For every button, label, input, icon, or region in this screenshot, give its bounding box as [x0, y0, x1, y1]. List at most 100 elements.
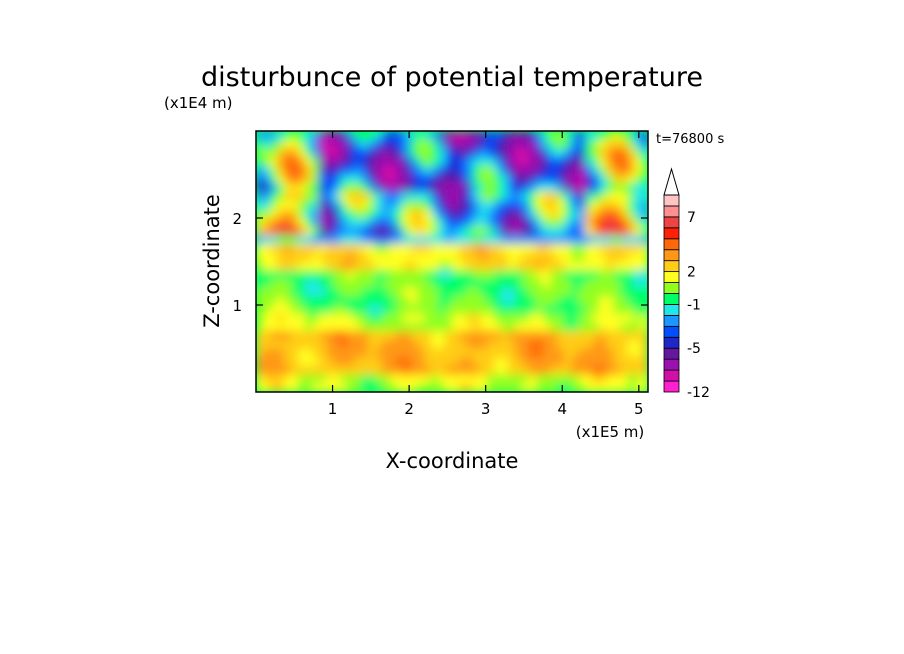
- field-cell: [354, 339, 362, 350]
- field-cell: [319, 331, 327, 341]
- field-cell: [354, 296, 362, 306]
- field-cell: [382, 157, 390, 167]
- field-cell: [410, 296, 418, 306]
- field-cell: [522, 209, 530, 219]
- field-cell: [403, 200, 411, 210]
- field-cell: [620, 209, 628, 219]
- field-cell: [620, 200, 628, 210]
- field-cell: [417, 183, 425, 193]
- field-cell: [466, 270, 474, 280]
- field-cell: [487, 218, 495, 228]
- field-cell: [263, 157, 271, 167]
- field-cell: [305, 365, 313, 376]
- field-cell: [354, 226, 362, 236]
- field-cell: [319, 148, 327, 158]
- field-cell: [550, 139, 558, 149]
- field-cell: [277, 339, 285, 350]
- field-cell: [508, 278, 516, 289]
- field-cell: [375, 139, 383, 149]
- field-cell: [431, 226, 439, 236]
- field-cell: [571, 191, 579, 202]
- field-cell: [347, 348, 355, 358]
- field-cell: [550, 148, 558, 158]
- field-cell: [529, 209, 537, 219]
- field-cell: [641, 313, 648, 323]
- field-cell: [256, 357, 264, 367]
- field-cell: [550, 235, 558, 245]
- field-cell: [557, 322, 565, 332]
- field-cell: [634, 296, 642, 306]
- field-cell: [403, 305, 411, 315]
- field-cell: [445, 131, 453, 141]
- field-cell: [298, 200, 306, 210]
- field-cell: [270, 244, 278, 254]
- field-cell: [620, 305, 628, 315]
- field-cell: [291, 305, 299, 315]
- field-cell: [529, 235, 537, 245]
- field-cell: [585, 200, 593, 210]
- field-cell: [298, 139, 306, 149]
- field-cell: [424, 165, 432, 176]
- field-cell: [557, 226, 565, 236]
- field-cell: [431, 139, 439, 149]
- field-cell: [585, 383, 593, 392]
- field-cell: [592, 131, 600, 141]
- field-cell: [424, 157, 432, 167]
- field-cell: [389, 244, 397, 254]
- field-cell: [361, 139, 369, 149]
- field-cell: [571, 357, 579, 367]
- field-cell: [431, 252, 439, 263]
- field-cell: [382, 357, 390, 367]
- field-cell: [431, 157, 439, 167]
- field-cell: [459, 339, 467, 350]
- field-cell: [333, 191, 341, 202]
- field-cell: [564, 313, 572, 323]
- field-cell: [382, 226, 390, 236]
- field-cell: [529, 218, 537, 228]
- field-cell: [417, 200, 425, 210]
- plot-area: [256, 131, 648, 392]
- field-cell: [641, 357, 648, 367]
- field-cell: [606, 357, 614, 367]
- field-cell: [298, 252, 306, 263]
- field-cell: [326, 235, 334, 245]
- field-cell: [613, 200, 621, 210]
- field-cell: [312, 157, 320, 167]
- field-cell: [354, 270, 362, 280]
- field-cell: [382, 348, 390, 358]
- field-cell: [641, 174, 648, 184]
- field-cell: [627, 252, 635, 263]
- field-cell: [557, 244, 565, 254]
- field-cell: [396, 157, 404, 167]
- field-cell: [291, 278, 299, 289]
- field-cell: [256, 374, 264, 384]
- field-cell: [606, 174, 614, 184]
- field-cell: [431, 218, 439, 228]
- field-cell: [410, 200, 418, 210]
- field-cell: [410, 131, 418, 141]
- field-cell: [319, 200, 327, 210]
- field-cell: [459, 313, 467, 323]
- field-cell: [599, 331, 607, 341]
- field-cell: [368, 183, 376, 193]
- field-cell: [263, 339, 271, 350]
- field-cell: [403, 261, 411, 271]
- field-cell: [620, 165, 628, 176]
- field-cell: [312, 191, 320, 202]
- field-cell: [382, 365, 390, 376]
- field-cell: [557, 139, 565, 149]
- field-cell: [361, 148, 369, 158]
- field-cell: [326, 348, 334, 358]
- field-cell: [326, 305, 334, 315]
- field-cell: [564, 357, 572, 367]
- field-cell: [564, 296, 572, 306]
- colorbar-swatch: [663, 216, 680, 229]
- field-cell: [564, 131, 572, 141]
- field-cell: [389, 270, 397, 280]
- colorbar-swatch: [663, 260, 680, 273]
- field-cell: [641, 331, 648, 341]
- field-cell: [480, 374, 488, 384]
- field-cell: [368, 226, 376, 236]
- field-cell: [368, 278, 376, 289]
- field-cell: [627, 157, 635, 167]
